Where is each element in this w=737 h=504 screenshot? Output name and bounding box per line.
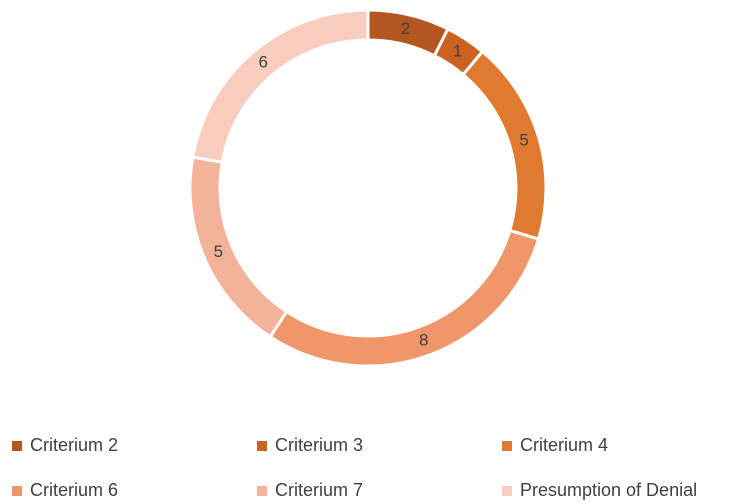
data-label: 5 — [519, 131, 528, 150]
data-label: 1 — [453, 41, 462, 60]
legend-label: Criterium 6 — [30, 480, 118, 500]
legend-swatch — [12, 486, 22, 496]
data-label: 2 — [401, 19, 410, 38]
data-label: 5 — [214, 242, 223, 261]
legend-label: Presumption of Denial — [520, 480, 697, 500]
donut-segment — [190, 8, 370, 165]
donut-segment — [268, 228, 541, 368]
donut-segment — [188, 155, 289, 339]
data-label: 8 — [419, 331, 428, 350]
legend-swatch — [257, 486, 267, 496]
legend-label: Criterium 4 — [520, 435, 608, 455]
legend-label: Criterium 2 — [30, 435, 118, 455]
legend-label: Criterium 7 — [275, 480, 363, 500]
legend-swatch — [502, 486, 512, 496]
donut-segment — [461, 49, 548, 241]
legend-label: Criterium 3 — [275, 435, 363, 455]
legend-swatch — [502, 441, 512, 451]
legend-swatch — [257, 441, 267, 451]
data-label: 6 — [258, 53, 267, 72]
legend-swatch — [12, 441, 22, 451]
